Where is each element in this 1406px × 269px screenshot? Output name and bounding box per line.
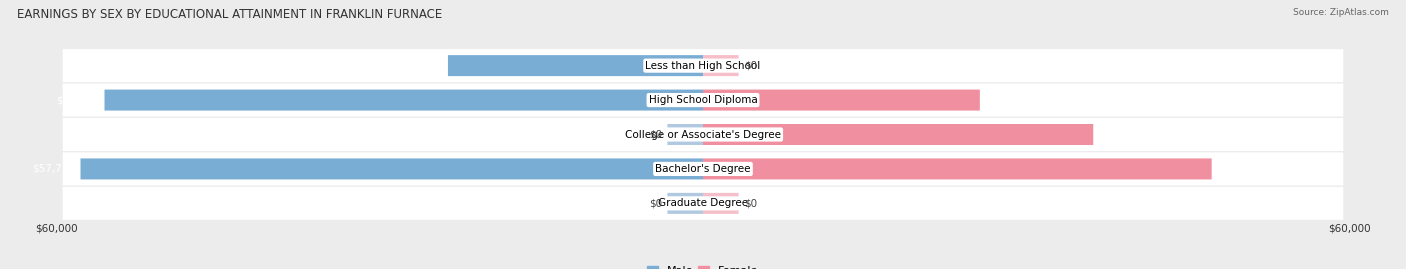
FancyBboxPatch shape	[63, 153, 1343, 185]
FancyBboxPatch shape	[703, 90, 980, 111]
Text: $0: $0	[650, 129, 662, 140]
Text: Source: ZipAtlas.com: Source: ZipAtlas.com	[1294, 8, 1389, 17]
FancyBboxPatch shape	[63, 118, 1343, 151]
Text: High School Diploma: High School Diploma	[648, 95, 758, 105]
FancyBboxPatch shape	[63, 187, 1343, 220]
Legend: Male, Female: Male, Female	[643, 261, 763, 269]
Text: EARNINGS BY SEX BY EDUCATIONAL ATTAINMENT IN FRANKLIN FURNACE: EARNINGS BY SEX BY EDUCATIONAL ATTAINMEN…	[17, 8, 441, 21]
FancyBboxPatch shape	[703, 55, 738, 76]
FancyBboxPatch shape	[703, 124, 1094, 145]
FancyBboxPatch shape	[80, 158, 703, 179]
Text: $0: $0	[744, 198, 756, 208]
Text: $57,750: $57,750	[32, 164, 76, 174]
Text: Less than High School: Less than High School	[645, 61, 761, 71]
Text: $25,682: $25,682	[986, 95, 1028, 105]
Text: College or Associate's Degree: College or Associate's Degree	[626, 129, 780, 140]
Text: $47,188: $47,188	[1216, 164, 1260, 174]
Text: $55,523: $55,523	[56, 95, 100, 105]
FancyBboxPatch shape	[63, 49, 1343, 82]
FancyBboxPatch shape	[104, 90, 703, 111]
Text: Bachelor's Degree: Bachelor's Degree	[655, 164, 751, 174]
Text: $23,661: $23,661	[399, 61, 443, 71]
Text: $0: $0	[744, 61, 756, 71]
FancyBboxPatch shape	[63, 84, 1343, 116]
FancyBboxPatch shape	[449, 55, 703, 76]
FancyBboxPatch shape	[668, 124, 703, 145]
Text: $0: $0	[650, 198, 662, 208]
FancyBboxPatch shape	[703, 193, 738, 214]
FancyBboxPatch shape	[668, 193, 703, 214]
Text: Graduate Degree: Graduate Degree	[658, 198, 748, 208]
FancyBboxPatch shape	[703, 158, 1212, 179]
Text: $36,204: $36,204	[1098, 129, 1142, 140]
